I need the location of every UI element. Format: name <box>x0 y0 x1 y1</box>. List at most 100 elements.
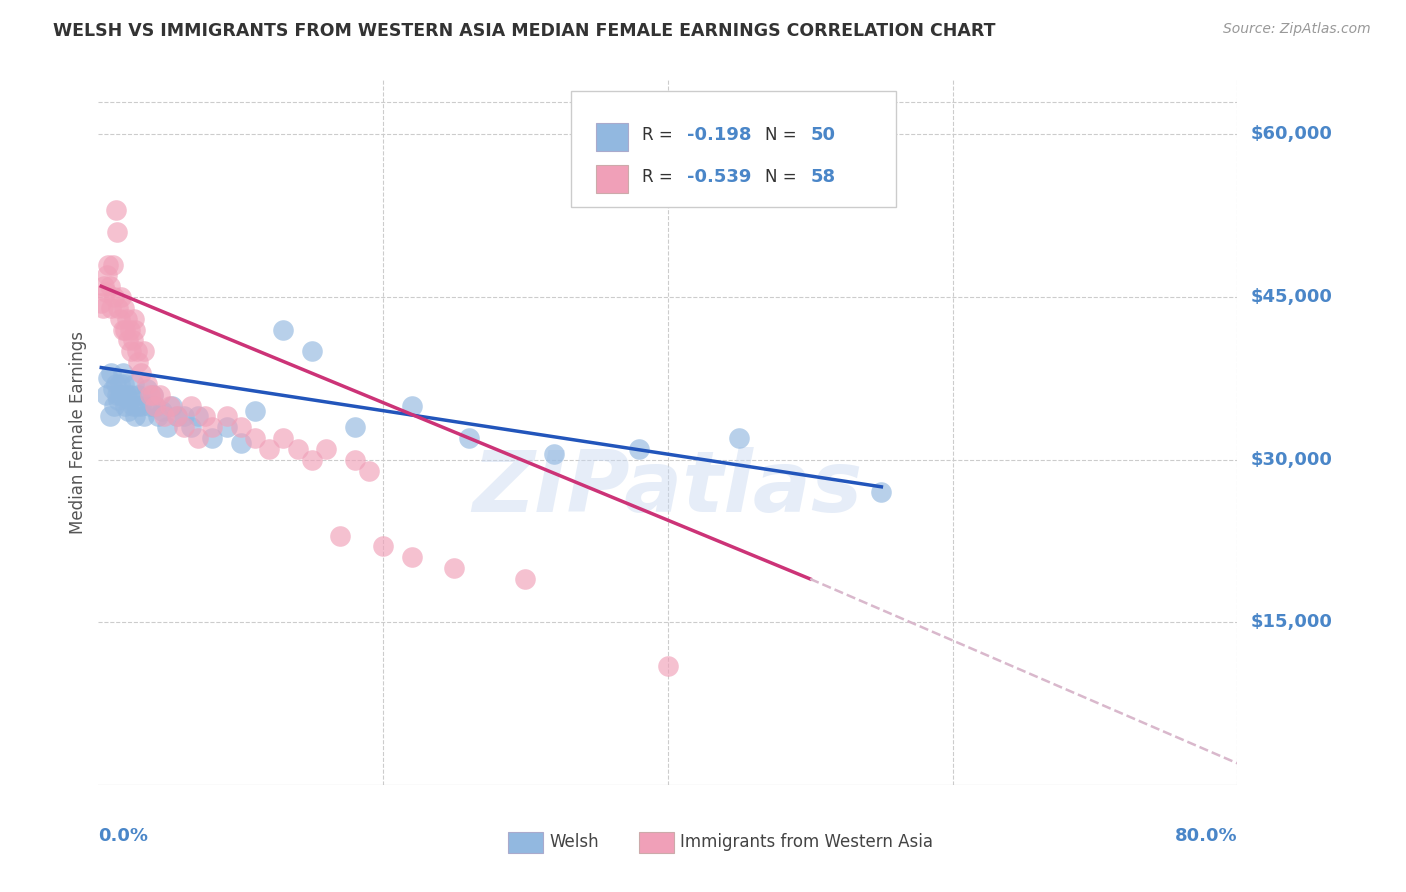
Point <box>301 344 323 359</box>
Point <box>156 420 179 434</box>
Point <box>97 371 120 385</box>
Point <box>259 442 281 456</box>
Point <box>115 387 138 401</box>
Point <box>215 409 238 424</box>
Point <box>110 387 132 401</box>
Point <box>194 409 217 424</box>
Point <box>104 203 127 218</box>
Point <box>105 225 128 239</box>
Point <box>138 387 160 401</box>
Point <box>457 431 479 445</box>
Point <box>105 387 128 401</box>
Point <box>145 399 167 413</box>
Point <box>121 399 143 413</box>
Point <box>180 420 202 434</box>
Point <box>117 404 139 418</box>
Text: $45,000: $45,000 <box>1251 288 1333 306</box>
Point <box>229 436 252 450</box>
Point <box>145 399 167 413</box>
Point <box>120 387 142 401</box>
Text: Immigrants from Western Asia: Immigrants from Western Asia <box>681 833 934 851</box>
Point <box>141 387 163 401</box>
FancyBboxPatch shape <box>571 91 896 207</box>
Point <box>96 268 118 283</box>
FancyBboxPatch shape <box>596 122 628 151</box>
Point <box>187 431 209 445</box>
Point <box>117 334 139 348</box>
Text: 0.0%: 0.0% <box>98 827 149 846</box>
Point <box>103 399 125 413</box>
Point <box>120 344 142 359</box>
Point <box>141 387 163 401</box>
Point <box>162 399 184 413</box>
Point <box>215 420 238 434</box>
Text: Source: ZipAtlas.com: Source: ZipAtlas.com <box>1223 22 1371 37</box>
Point <box>243 431 266 445</box>
Point <box>401 399 423 413</box>
Point <box>135 382 157 396</box>
Text: N =: N = <box>765 126 801 144</box>
Point <box>515 572 537 586</box>
Point <box>104 376 127 391</box>
Point <box>149 387 172 401</box>
Point <box>329 528 352 542</box>
FancyBboxPatch shape <box>640 832 673 854</box>
Point <box>173 409 195 424</box>
Y-axis label: Median Female Earnings: Median Female Earnings <box>69 331 87 534</box>
Text: N =: N = <box>765 168 801 186</box>
Point <box>201 431 224 445</box>
Point <box>543 447 565 461</box>
Point <box>112 301 135 315</box>
Point <box>94 285 117 299</box>
Point <box>110 290 132 304</box>
Point <box>125 399 148 413</box>
Text: 58: 58 <box>810 168 835 186</box>
Point <box>107 393 129 408</box>
Point <box>229 420 252 434</box>
Point <box>180 399 202 413</box>
Point <box>870 485 893 500</box>
Point <box>166 409 188 424</box>
Text: Welsh: Welsh <box>550 833 599 851</box>
Text: WELSH VS IMMIGRANTS FROM WESTERN ASIA MEDIAN FEMALE EARNINGS CORRELATION CHART: WELSH VS IMMIGRANTS FROM WESTERN ASIA ME… <box>53 22 995 40</box>
Point <box>273 431 295 445</box>
Point <box>125 344 148 359</box>
Point <box>114 323 136 337</box>
Point <box>103 290 125 304</box>
Point <box>135 376 157 391</box>
Point <box>127 387 149 401</box>
Point <box>122 311 145 326</box>
Point <box>159 399 181 413</box>
Point <box>93 279 115 293</box>
Point <box>127 355 149 369</box>
Point <box>148 409 170 424</box>
Point <box>124 323 146 337</box>
Text: R =: R = <box>641 168 678 186</box>
Point <box>201 420 224 434</box>
Point <box>152 404 174 418</box>
Text: $15,000: $15,000 <box>1251 614 1333 632</box>
Point <box>98 409 121 424</box>
Point <box>138 399 160 413</box>
Point <box>112 376 135 391</box>
Point <box>301 452 323 467</box>
Point <box>100 301 122 315</box>
Point <box>107 301 129 315</box>
FancyBboxPatch shape <box>509 832 543 854</box>
Text: ZIPatlas: ZIPatlas <box>472 448 863 531</box>
Point <box>173 420 195 434</box>
Point <box>118 323 141 337</box>
Point <box>343 452 366 467</box>
Point <box>373 540 395 554</box>
Point <box>101 382 124 396</box>
Point <box>129 399 152 413</box>
Point <box>115 311 138 326</box>
Point <box>132 409 155 424</box>
Point <box>124 409 146 424</box>
Point <box>129 366 152 380</box>
Point <box>315 442 337 456</box>
Point <box>111 323 134 337</box>
Point <box>728 431 751 445</box>
Point <box>401 550 423 565</box>
Point <box>657 658 679 673</box>
